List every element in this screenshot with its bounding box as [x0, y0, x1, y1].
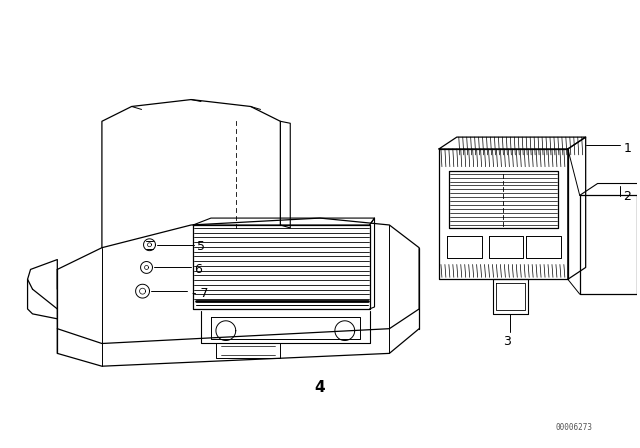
Text: 3: 3: [504, 335, 511, 348]
Text: 4: 4: [315, 380, 325, 396]
Text: 6: 6: [194, 263, 202, 276]
Text: 00006273: 00006273: [556, 423, 593, 432]
Text: 5: 5: [197, 240, 205, 253]
Text: - 7: - 7: [192, 287, 209, 300]
Text: 2: 2: [623, 190, 631, 203]
Text: 1: 1: [623, 142, 631, 155]
